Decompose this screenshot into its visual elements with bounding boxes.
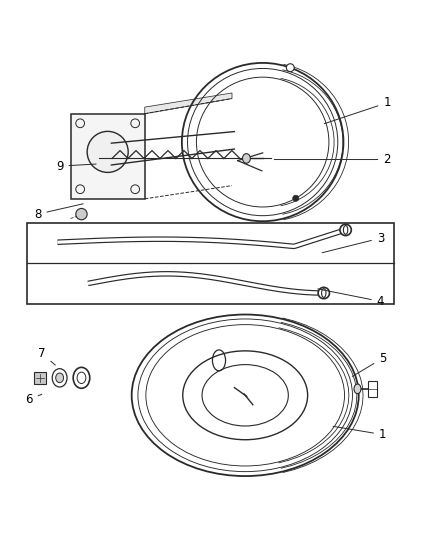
Bar xyxy=(367,381,377,397)
Ellipse shape xyxy=(343,225,348,235)
Text: 3: 3 xyxy=(322,232,384,253)
Bar xyxy=(27,223,394,304)
Ellipse shape xyxy=(56,373,64,383)
Ellipse shape xyxy=(321,289,326,297)
Circle shape xyxy=(340,224,351,236)
Bar xyxy=(34,372,46,384)
Text: 1: 1 xyxy=(333,426,386,441)
Polygon shape xyxy=(145,93,232,114)
Circle shape xyxy=(293,195,299,201)
Ellipse shape xyxy=(77,372,86,384)
Circle shape xyxy=(318,287,329,298)
Ellipse shape xyxy=(52,369,67,387)
Circle shape xyxy=(87,131,128,172)
Bar xyxy=(71,114,145,199)
Text: 1: 1 xyxy=(324,96,391,124)
Text: 4: 4 xyxy=(318,289,384,308)
Ellipse shape xyxy=(73,367,90,389)
Text: 7: 7 xyxy=(39,348,55,365)
Text: 5: 5 xyxy=(352,352,386,376)
Text: 9: 9 xyxy=(56,159,96,173)
Text: 8: 8 xyxy=(34,204,83,221)
Ellipse shape xyxy=(286,64,294,71)
Text: 2: 2 xyxy=(274,153,391,166)
Ellipse shape xyxy=(354,384,361,394)
Text: 6: 6 xyxy=(25,393,42,406)
Circle shape xyxy=(76,208,87,220)
Ellipse shape xyxy=(243,154,251,163)
